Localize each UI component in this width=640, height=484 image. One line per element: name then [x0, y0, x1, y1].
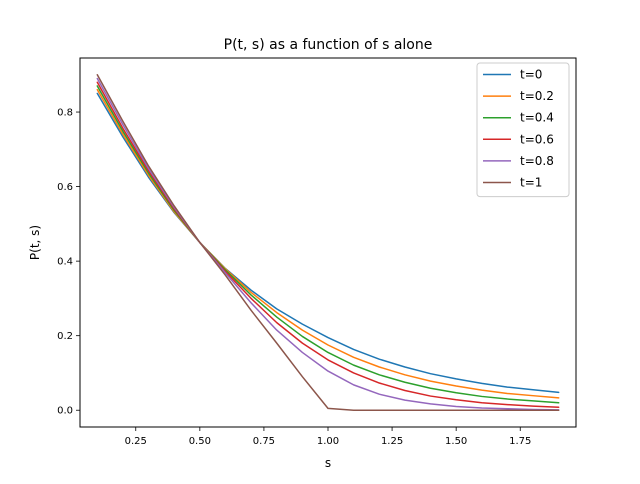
- series-line-5: [96, 74, 560, 411]
- y-tick-label: 0.2: [57, 331, 73, 342]
- y-tick-label: 0.6: [57, 182, 73, 193]
- legend-label-3: t=0.6: [520, 132, 554, 146]
- series-lines: [96, 74, 560, 411]
- legend-label-2: t=0.4: [520, 111, 554, 125]
- y-axis-label: P(t, s): [28, 225, 42, 260]
- legend: t=0 t=0.2 t=0.4 t=0.6 t=0.8 t=1: [476, 62, 570, 198]
- series-line-3: [96, 81, 560, 408]
- chart-title: P(t, s) as a function of s alone: [224, 37, 433, 53]
- x-tick-label: 1.00: [317, 436, 339, 447]
- y-tick-label: 0.4: [57, 257, 73, 268]
- y-tick-label: 0.0: [57, 406, 73, 417]
- y-axis: 0.0 0.2 0.4 0.6 0.8: [57, 108, 80, 417]
- y-tick-label: 0.8: [57, 108, 73, 119]
- x-tick-label: 0.25: [125, 436, 147, 447]
- x-axis: 0.25 0.50 0.75 1.00 1.25 1.50 1.75: [125, 427, 531, 447]
- x-tick-label: 0.75: [253, 436, 275, 447]
- series-line-2: [96, 85, 560, 404]
- legend-label-4: t=0.8: [520, 154, 554, 168]
- legend-label-0: t=0: [520, 68, 542, 82]
- x-tick-label: 0.50: [189, 436, 211, 447]
- x-axis-label: s: [325, 456, 331, 470]
- x-tick-label: 1.75: [509, 436, 531, 447]
- x-tick-label: 1.50: [445, 436, 467, 447]
- x-tick-label: 1.25: [381, 436, 403, 447]
- series-line-1: [96, 88, 560, 399]
- series-line-4: [96, 77, 560, 411]
- legend-label-5: t=1: [520, 176, 542, 190]
- legend-label-1: t=0.2: [520, 89, 554, 103]
